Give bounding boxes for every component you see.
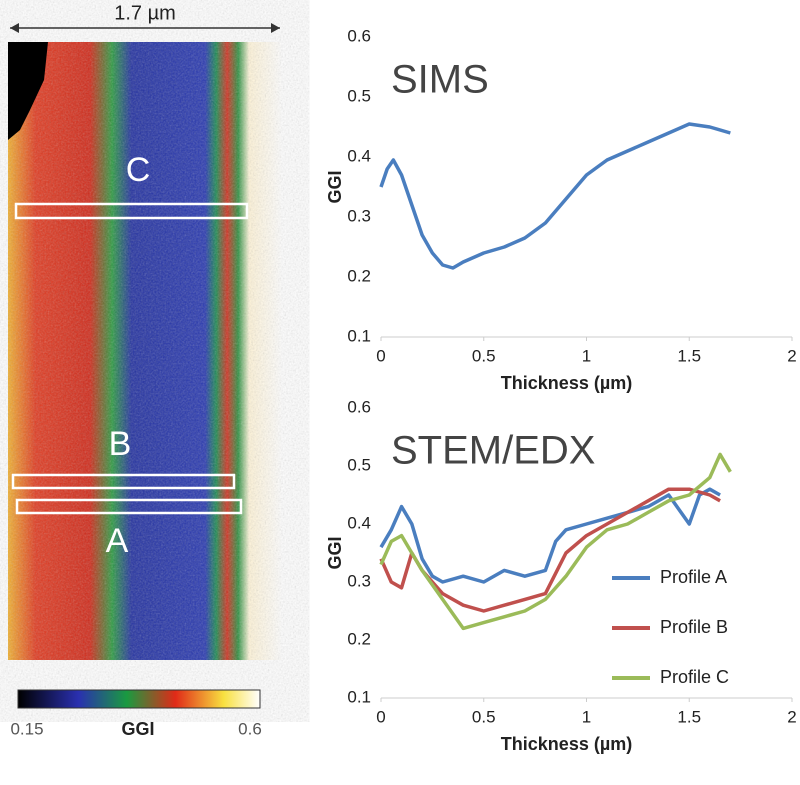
y-tick-label: 0.1: [347, 687, 371, 706]
legend-label: Profile C: [660, 667, 729, 687]
region-label: B: [109, 425, 132, 463]
y-tick-label: 0.3: [347, 571, 371, 590]
y-tick-label: 0.3: [347, 206, 371, 225]
x-tick-label: 0.5: [472, 346, 496, 365]
x-tick-label: 2: [787, 346, 796, 365]
colorbar-label: GGI: [121, 719, 154, 739]
y-tick-label: 0.6: [347, 26, 371, 45]
data-line: [379, 122, 731, 270]
scale-bar: 1.7 µm: [10, 2, 280, 33]
scale-label: 1.7 µm: [114, 2, 176, 24]
x-tick-label: 1.5: [677, 346, 701, 365]
y-tick-label: 0.2: [347, 266, 371, 285]
x-tick-label: 0: [376, 346, 385, 365]
colorbar: 0.15 GGI 0.6: [10, 689, 262, 739]
x-tick-label: 0: [376, 707, 385, 726]
y-tick-label: 0.5: [347, 455, 371, 474]
x-tick-label: 0.5: [472, 707, 496, 726]
y-tick-label: 0.5: [347, 86, 371, 105]
legend-label: Profile A: [660, 567, 727, 587]
annotation: STEM/EDX: [391, 429, 595, 473]
y-tick-label: 0.4: [347, 146, 371, 165]
x-axis-label: Thickness (µm): [501, 373, 632, 393]
colorbar-min: 0.15: [10, 719, 43, 738]
region-label: A: [106, 522, 129, 560]
y-axis-label: GGI: [325, 170, 345, 203]
x-tick-label: 1: [582, 707, 591, 726]
annotation: SIMS: [391, 58, 489, 102]
y-tick-label: 0.4: [347, 513, 371, 532]
data-line: [379, 452, 732, 631]
legend-label: Profile B: [660, 617, 728, 637]
y-tick-label: 0.1: [347, 326, 371, 345]
region-label: C: [126, 151, 151, 189]
x-axis-label: Thickness (µm): [501, 734, 632, 754]
composition-map: C B A: [8, 42, 282, 660]
x-tick-label: 1.5: [677, 707, 701, 726]
colorbar-max: 0.6: [238, 719, 262, 738]
data-line: [379, 487, 721, 584]
y-tick-label: 0.6: [347, 397, 371, 416]
y-tick-label: 0.2: [347, 629, 371, 648]
x-tick-label: 2: [787, 707, 796, 726]
x-tick-label: 1: [582, 346, 591, 365]
y-axis-label: GGI: [325, 536, 345, 569]
